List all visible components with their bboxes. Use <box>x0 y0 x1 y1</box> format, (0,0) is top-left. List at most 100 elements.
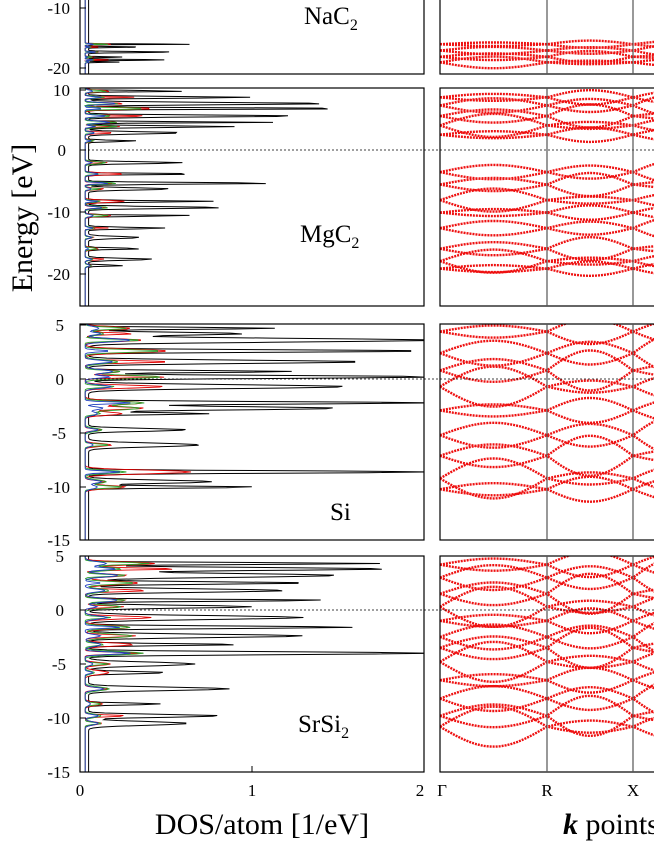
dos-xtick-1: 1 <box>248 781 257 800</box>
band-line <box>440 365 654 394</box>
dos-curves <box>84 556 424 772</box>
band-frame <box>439 87 654 307</box>
band-line <box>440 401 654 424</box>
ytick-label: 0 <box>56 601 65 620</box>
material-label-si: Si <box>330 499 351 526</box>
band-line <box>440 705 654 734</box>
band-line <box>440 654 654 683</box>
band-line <box>440 585 654 614</box>
ytick-label: 5 <box>56 547 65 566</box>
band-line <box>440 635 654 670</box>
band-lines <box>440 39 654 70</box>
band-line <box>440 324 654 346</box>
ytick-label: 10 <box>53 81 70 100</box>
band-line <box>440 611 654 635</box>
material-label-nac2: NaC2 <box>304 3 358 34</box>
band-line <box>440 129 654 144</box>
band-line <box>440 420 654 448</box>
kpoint-label-x: X <box>627 781 639 800</box>
band-line <box>440 206 654 221</box>
band-line <box>440 640 654 670</box>
band-line <box>440 324 654 341</box>
band-line <box>440 220 654 238</box>
dos-curves <box>83 88 328 306</box>
dos-xtick-0: 0 <box>76 781 85 800</box>
dos-curve-total <box>87 88 328 306</box>
dos-curves <box>83 0 190 74</box>
dos-curve-d <box>84 556 131 772</box>
dos-curve-d <box>84 0 96 74</box>
ytick-label: -10 <box>47 203 70 222</box>
band-line <box>440 624 654 653</box>
panel-si: 5 0 -5 -10 -15 Si <box>47 316 654 550</box>
band-line <box>440 91 654 106</box>
band-line <box>440 556 654 579</box>
band-line <box>440 562 654 591</box>
ytick-label: 0 <box>58 141 67 160</box>
band-line <box>440 556 654 574</box>
band-line <box>440 97 654 115</box>
band-line <box>440 52 654 64</box>
ytick-label: -10 <box>47 478 70 497</box>
ytick-label: -15 <box>47 763 70 782</box>
dos-curve-total <box>87 0 190 74</box>
dos-curve-total <box>88 324 424 540</box>
band-axis-title: k points <box>563 808 654 841</box>
kpoint-label-gamma: Γ <box>437 781 447 800</box>
band-line <box>440 340 654 369</box>
dos-curve-total <box>87 556 424 772</box>
dos-frame <box>79 0 425 75</box>
band-lines <box>440 324 654 503</box>
band-lines <box>440 89 654 277</box>
band-line <box>440 357 654 392</box>
ytick-label: -5 <box>52 424 66 443</box>
ytick-label: 5 <box>56 316 65 335</box>
band-lines <box>440 556 654 748</box>
panel-mgc2: 10 0 -10 -20 MgC2 <box>47 81 654 307</box>
band-line <box>440 443 654 477</box>
band-line <box>440 241 654 262</box>
band-line <box>440 581 654 616</box>
ytick-label: -20 <box>47 265 70 284</box>
material-label-srsi2: SrSi2 <box>298 711 349 742</box>
ytick-label: -10 <box>47 709 70 728</box>
panel-srsi2: 5 0 -5 -10 -15 SrSi2 <box>47 547 654 782</box>
dos-frame <box>79 87 425 307</box>
band-line <box>440 59 654 70</box>
dos-curve-d <box>84 88 116 306</box>
dos-xtick-2: 2 <box>416 781 425 800</box>
band-line <box>440 218 654 236</box>
dos-frame <box>79 323 425 541</box>
band-line <box>440 703 654 737</box>
band-line <box>440 475 654 499</box>
dos-curves <box>84 324 424 540</box>
energy-axis-title: Energy [eV] <box>6 144 39 293</box>
band-line <box>440 262 654 277</box>
band-line <box>440 396 654 420</box>
band-line <box>440 666 654 690</box>
band-line <box>440 686 654 714</box>
band-line <box>440 40 654 49</box>
band-line <box>440 471 654 500</box>
band-frame <box>439 323 654 541</box>
band-frame <box>439 0 654 75</box>
band-line <box>440 683 654 712</box>
ytick-label: -5 <box>52 655 66 674</box>
band-line <box>440 671 654 694</box>
band-line <box>440 108 654 129</box>
band-line <box>440 338 654 366</box>
dos-frame <box>79 555 425 773</box>
material-label-mgc2: MgC2 <box>300 221 359 252</box>
band-frame <box>439 555 654 773</box>
kpoint-label-r: R <box>541 781 553 800</box>
band-line <box>440 719 654 748</box>
band-line <box>440 120 654 139</box>
ytick-label: -20 <box>47 59 70 78</box>
band-line <box>440 176 654 198</box>
band-line <box>440 480 654 503</box>
panel-nac2: -10 -20 NaC2 <box>47 0 654 78</box>
ytick-label: 0 <box>56 370 65 389</box>
dos-axis-title: DOS/atom [1/eV] <box>155 808 369 841</box>
dos-curve-d <box>84 324 131 540</box>
